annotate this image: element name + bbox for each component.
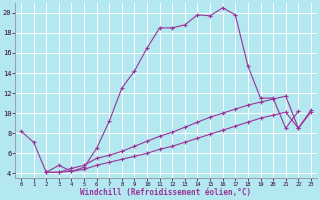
X-axis label: Windchill (Refroidissement éolien,°C): Windchill (Refroidissement éolien,°C)	[80, 188, 252, 197]
